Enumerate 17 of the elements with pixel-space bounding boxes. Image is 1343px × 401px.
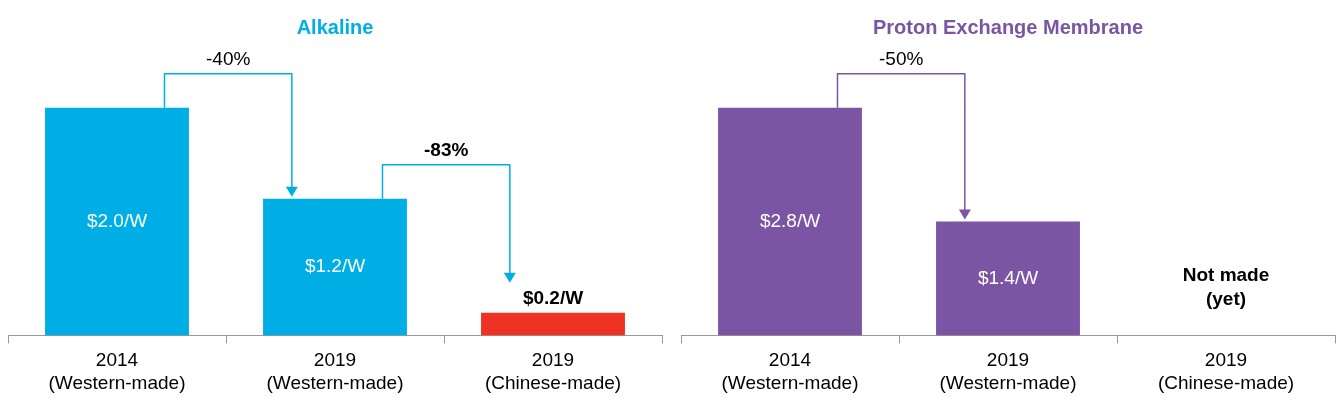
data-label: $1.4/W <box>977 266 1039 288</box>
x-tick-label: 2014 (Western-made) <box>48 349 186 393</box>
data-label: $2.8/W <box>759 209 821 231</box>
x-tick-label: 2019 (Western-made) <box>266 349 404 393</box>
x-tick-label: 2019 (Chinese-made) <box>1157 349 1295 393</box>
x-tick-label: 2014 (Western-made) <box>721 349 859 393</box>
text: -50% <box>878 47 924 69</box>
x-tick-label: 2019 (Western-made) <box>939 349 1077 393</box>
x-tick-label: 2019 (Chinese-made) <box>484 349 622 393</box>
text: -40% <box>205 47 251 69</box>
annotation: Not made (yet) <box>1182 263 1270 309</box>
data-label: $0.2/W <box>522 286 584 308</box>
data-label: $2.0/W <box>86 209 148 231</box>
chart-title: Alkaline <box>296 15 374 38</box>
annotation: -83% <box>423 139 469 161</box>
data-label: $1.2/W <box>304 255 366 277</box>
chart-title: Proton Exchange Membrane <box>872 15 1144 38</box>
